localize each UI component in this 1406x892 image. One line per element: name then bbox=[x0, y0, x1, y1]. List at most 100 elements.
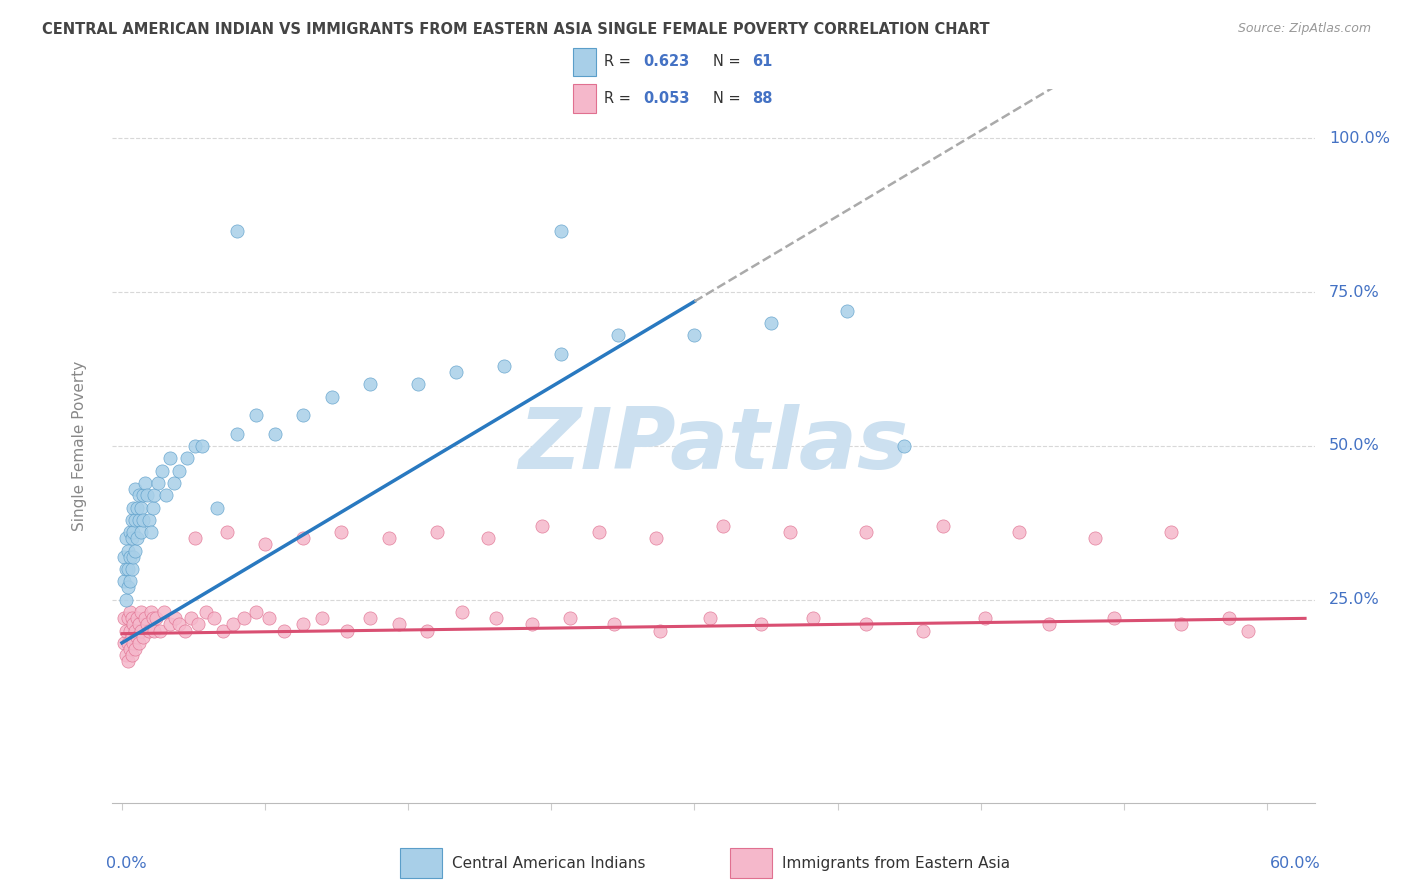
Text: 100.0%: 100.0% bbox=[1329, 131, 1391, 146]
Point bbox=[124, 543, 146, 558]
Text: 0.623: 0.623 bbox=[643, 54, 689, 70]
Point bbox=[143, 624, 166, 638]
Point bbox=[127, 630, 149, 644]
Point bbox=[1170, 617, 1192, 632]
Point bbox=[121, 531, 143, 545]
Point bbox=[128, 513, 150, 527]
Point bbox=[893, 439, 915, 453]
Text: R =: R = bbox=[605, 54, 636, 70]
Point bbox=[194, 605, 217, 619]
Point bbox=[115, 648, 138, 662]
Point bbox=[426, 525, 449, 540]
Point bbox=[550, 224, 572, 238]
Point bbox=[128, 617, 150, 632]
Point bbox=[378, 531, 401, 545]
Point bbox=[162, 475, 184, 490]
Point bbox=[128, 488, 150, 502]
Point bbox=[118, 525, 141, 540]
Point bbox=[118, 642, 141, 657]
Point bbox=[444, 365, 467, 379]
Point bbox=[359, 377, 381, 392]
Point bbox=[129, 525, 152, 540]
Point bbox=[450, 605, 472, 619]
Point bbox=[560, 611, 582, 625]
Point bbox=[138, 513, 160, 527]
Text: Source: ZipAtlas.com: Source: ZipAtlas.com bbox=[1237, 22, 1371, 36]
Point bbox=[169, 464, 191, 478]
Point bbox=[112, 574, 135, 589]
Point bbox=[321, 390, 343, 404]
Text: Immigrants from Eastern Asia: Immigrants from Eastern Asia bbox=[782, 855, 1010, 871]
Point bbox=[648, 624, 672, 638]
Point bbox=[139, 525, 162, 540]
Point bbox=[530, 519, 553, 533]
Point bbox=[485, 611, 508, 625]
Point bbox=[912, 624, 935, 638]
Text: N =: N = bbox=[713, 91, 745, 105]
Point bbox=[603, 617, 626, 632]
Point bbox=[118, 605, 141, 619]
Point bbox=[127, 500, 149, 515]
Point bbox=[122, 549, 145, 564]
Point bbox=[225, 224, 247, 238]
Point bbox=[645, 531, 668, 545]
Text: N =: N = bbox=[713, 54, 745, 70]
Point bbox=[683, 328, 706, 343]
Point bbox=[225, 426, 247, 441]
Point bbox=[118, 574, 141, 589]
Point bbox=[121, 611, 143, 625]
FancyBboxPatch shape bbox=[401, 847, 443, 879]
Point bbox=[169, 617, 191, 632]
Point bbox=[129, 500, 152, 515]
Point bbox=[1038, 617, 1060, 632]
Point bbox=[212, 624, 235, 638]
Point bbox=[121, 562, 143, 576]
Point bbox=[124, 624, 146, 638]
Point bbox=[132, 630, 155, 644]
Point bbox=[1160, 525, 1182, 540]
Point bbox=[132, 488, 155, 502]
Point bbox=[117, 562, 139, 576]
Point bbox=[973, 611, 995, 625]
Point bbox=[141, 611, 163, 625]
Y-axis label: Single Female Poverty: Single Female Poverty bbox=[72, 361, 87, 531]
Point bbox=[115, 624, 138, 638]
Point bbox=[118, 624, 141, 638]
Point bbox=[122, 617, 145, 632]
Point bbox=[127, 611, 149, 625]
Point bbox=[143, 488, 166, 502]
Point bbox=[183, 531, 205, 545]
Point bbox=[187, 617, 209, 632]
Point bbox=[245, 605, 267, 619]
Point bbox=[165, 611, 187, 625]
Point bbox=[759, 316, 782, 330]
Point bbox=[153, 605, 176, 619]
Point bbox=[138, 624, 160, 638]
Text: 25.0%: 25.0% bbox=[1329, 592, 1379, 607]
Point bbox=[129, 605, 152, 619]
Point bbox=[121, 648, 143, 662]
Point bbox=[118, 549, 141, 564]
Point bbox=[1237, 624, 1260, 638]
Point bbox=[122, 500, 145, 515]
Point bbox=[117, 636, 139, 650]
Point bbox=[128, 636, 150, 650]
Point bbox=[359, 611, 381, 625]
Point bbox=[132, 513, 155, 527]
FancyBboxPatch shape bbox=[572, 48, 596, 77]
Point bbox=[139, 605, 162, 619]
Point bbox=[135, 488, 157, 502]
Point bbox=[149, 624, 172, 638]
Point bbox=[145, 611, 167, 625]
Point bbox=[112, 549, 135, 564]
Point bbox=[263, 426, 285, 441]
Point bbox=[233, 611, 256, 625]
Text: 60.0%: 60.0% bbox=[1270, 856, 1320, 871]
Point bbox=[117, 543, 139, 558]
Point bbox=[115, 592, 138, 607]
Point bbox=[336, 624, 359, 638]
Point bbox=[159, 617, 181, 632]
Text: 88: 88 bbox=[752, 91, 773, 105]
Point bbox=[117, 611, 139, 625]
Point bbox=[124, 642, 146, 657]
